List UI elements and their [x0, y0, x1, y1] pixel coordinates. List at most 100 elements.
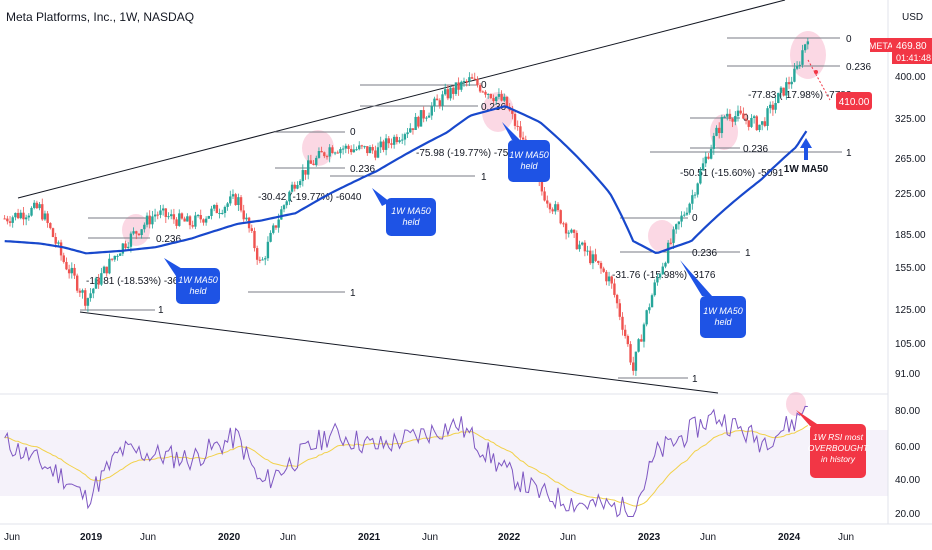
candle-body: [84, 290, 87, 306]
time-tick: Jun: [140, 532, 156, 543]
candle-body: [269, 232, 272, 242]
candle-body: [178, 213, 181, 226]
candle-body: [760, 121, 764, 125]
candle-body: [161, 208, 165, 211]
candle-body: [312, 163, 315, 165]
candle-body: [218, 212, 221, 214]
wedge-lower-trendline: [79, 311, 719, 394]
highlight-circle: [122, 214, 150, 246]
callout-line: 1W MA50 held: [391, 206, 431, 227]
price-tick: 225.00: [895, 189, 926, 200]
candle-body: [516, 125, 519, 127]
candle-body: [503, 96, 506, 101]
candle-body: [559, 210, 562, 224]
candle-body: [478, 85, 482, 92]
correction-label: -18.81 (-18.53%) -3681: [86, 276, 190, 287]
ma50-callout-4: 1W MA50 held: [680, 260, 746, 338]
candle-body: [495, 96, 498, 102]
ma50-callout-3: 1W MA50 held: [502, 122, 550, 182]
candle-body: [212, 204, 216, 209]
rsi-ma-line: [4, 424, 809, 507]
candle-body: [793, 68, 796, 82]
candle-body: [449, 87, 452, 99]
fib-label: 0.236: [692, 248, 717, 259]
candle-body: [204, 218, 208, 223]
candle-body: [736, 110, 740, 117]
candle-body: [599, 262, 603, 269]
candle-body: [183, 218, 186, 222]
candle-body: [30, 207, 33, 216]
candle-body: [376, 147, 380, 158]
correction-label: -31.76 (-15.98%) -3176: [612, 270, 716, 281]
candle-body: [806, 41, 810, 45]
candle-body: [675, 224, 678, 230]
price-axis[interactable]: USD 400.00 325.00 265.00 225.00 185.00 1…: [869, 12, 932, 380]
candle-body: [484, 91, 487, 95]
candle-body: [401, 139, 404, 141]
candle-body: [540, 181, 544, 192]
candle-body: [653, 282, 656, 296]
callout-line: 1W MA50 held: [703, 306, 743, 327]
time-axis[interactable]: Jun 2019 Jun 2020 Jun 2021 Jun 2022 Jun …: [4, 532, 854, 543]
candle-body: [521, 137, 525, 140]
candle-body: [747, 120, 750, 127]
correction-label: -50.51 (-15.60%) -5091: [680, 168, 784, 179]
candle-body: [33, 202, 36, 208]
candle-body: [468, 77, 471, 82]
price-tick: 125.00: [895, 305, 926, 316]
candle-body: [578, 244, 581, 250]
candle-body: [11, 217, 14, 223]
candle-body: [683, 214, 686, 216]
candle-body: [666, 242, 670, 263]
candle-body: [349, 148, 353, 153]
candle-body: [384, 138, 388, 150]
candle-body: [500, 94, 503, 101]
candle-body: [282, 205, 286, 210]
rsi-axis[interactable]: 80.00 60.00 40.00 20.00: [895, 406, 920, 520]
candle-body: [135, 231, 138, 234]
candle-body: [425, 117, 428, 119]
candle-body: [116, 255, 119, 257]
candle-body: [717, 127, 721, 134]
fib-label: 0.236: [743, 144, 768, 155]
candle-body: [159, 210, 162, 215]
candle-body: [118, 253, 122, 256]
candle-body: [758, 124, 761, 131]
candle-body: [331, 147, 334, 154]
candle-body: [446, 89, 450, 99]
candle-body: [798, 64, 801, 66]
rsi-upper-band: [0, 430, 888, 496]
last-price: 469.80: [896, 41, 927, 52]
candle-body: [688, 203, 691, 213]
rsi-tick: 60.00: [895, 442, 920, 453]
correction-label: -75.98 (-19.77%) -7598: [416, 148, 520, 159]
candle-body: [513, 113, 517, 126]
candle-body: [556, 204, 560, 211]
candle-body: [360, 145, 364, 147]
candle-body: [414, 116, 417, 130]
candle-body: [49, 223, 52, 229]
candle-body: [693, 194, 697, 196]
candle-body: [255, 248, 259, 260]
candle-body: [623, 329, 627, 336]
ma50-callout-2: 1W MA50 held: [372, 188, 436, 236]
candle-body: [239, 197, 243, 211]
candle-body: [108, 258, 111, 274]
time-tick: 2021: [358, 532, 381, 543]
candle-body: [288, 191, 291, 202]
candle-body: [306, 160, 310, 175]
candle-body: [752, 116, 756, 118]
candle-body: [720, 117, 724, 134]
price-tick: 105.00: [895, 339, 926, 350]
fib-labels: 0.236 1 1 0 0.236 1 0 0.236 1 0 0.236 1 …: [156, 34, 871, 385]
candle-body: [67, 269, 71, 274]
candle-body: [352, 149, 356, 153]
candle-body: [143, 224, 146, 230]
candle-body: [605, 271, 608, 282]
candle-body: [551, 209, 554, 212]
price-tick: 155.00: [895, 263, 926, 274]
candle-body: [543, 191, 546, 201]
currency-label: USD: [902, 12, 923, 23]
candle-body: [180, 213, 184, 219]
